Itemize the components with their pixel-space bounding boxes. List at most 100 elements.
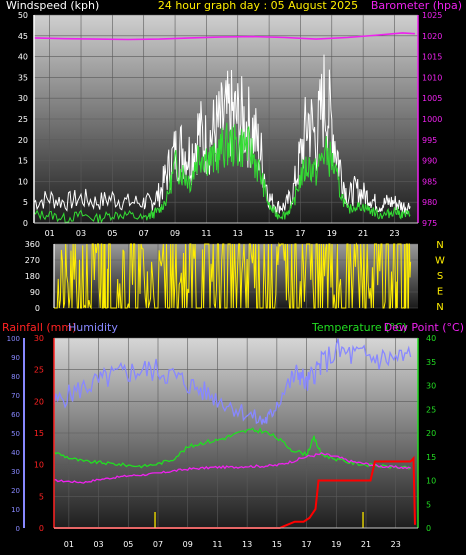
x-tick-label: 19	[327, 229, 337, 238]
y-temp-tick-label: 40	[426, 334, 436, 343]
y-right-tick-label: 1015	[422, 53, 442, 62]
y-right-tick-label: 1010	[422, 73, 442, 82]
x-tick-label: 15	[272, 540, 282, 549]
y-rain-tick-label: 15	[34, 429, 44, 438]
y-temp-tick-label: 35	[426, 358, 436, 367]
series-temperature	[53, 427, 411, 470]
x-tick-label: 09	[183, 540, 193, 549]
y-dir-tick-label: 360	[25, 240, 40, 249]
series-windspeed	[33, 122, 411, 224]
series-rainfall	[54, 455, 416, 529]
compass-label: N	[436, 240, 443, 251]
y-dir-tick-label: 90	[30, 288, 40, 297]
compass-label: E	[437, 287, 443, 298]
rainfall-axis-title: Rainfall (mm)	[2, 321, 76, 334]
wind-series	[33, 32, 415, 224]
y-temp-tick-label: 20	[426, 429, 436, 438]
y-left-tick-label: 45	[18, 32, 28, 41]
y-rain-tick-label: 5	[39, 492, 44, 501]
y-humidity-tick-label: 80	[11, 373, 20, 381]
y-right-tick-label: 1000	[422, 115, 442, 124]
y-dir-tick-label: 0	[35, 304, 40, 313]
y-right-tick-label: 975	[422, 219, 437, 228]
y-left-tick-label: 30	[18, 94, 28, 103]
y-temp-tick-label: 30	[426, 382, 436, 391]
y-left-tick-label: 40	[18, 53, 28, 62]
x-tick-label: 01	[45, 229, 55, 238]
y-temp-tick-label: 0	[426, 524, 431, 533]
y-left-tick-label: 50	[18, 11, 28, 20]
x-tick-label: 21	[358, 229, 368, 238]
y-rain-tick-label: 10	[34, 461, 44, 470]
x-tick-label: 15	[264, 229, 274, 238]
series-wind-direction	[54, 242, 412, 310]
y-humidity-tick-label: 30	[11, 468, 20, 476]
y-right-tick-label: 990	[422, 157, 437, 166]
wind-axes: 0510152025303540455097598098599099510001…	[18, 11, 443, 238]
y-temp-tick-label: 25	[426, 405, 436, 414]
y-temp-tick-label: 5	[426, 500, 431, 509]
x-tick-label: 01	[64, 540, 74, 549]
weather-axes: 0510152025300102030405060708090100051015…	[7, 334, 437, 549]
humidity-axis-title: Humidity	[68, 321, 118, 334]
x-tick-label: 21	[361, 540, 371, 549]
temperature-axis-title: Temperature (°C)	[311, 321, 407, 334]
y-right-tick-label: 1020	[422, 32, 442, 41]
y-rain-tick-label: 20	[34, 397, 44, 406]
y-dir-tick-label: 270	[25, 256, 40, 265]
y-right-tick-label: 1005	[422, 94, 442, 103]
y-right-tick-label: 985	[422, 177, 437, 186]
x-tick-label: 07	[139, 229, 149, 238]
y-temp-tick-label: 10	[426, 477, 436, 486]
x-tick-label: 11	[201, 229, 211, 238]
y-left-tick-label: 5	[23, 198, 28, 207]
y-humidity-tick-label: 50	[11, 430, 20, 438]
y-left-tick-label: 20	[18, 136, 28, 145]
y-right-tick-label: 995	[422, 136, 437, 145]
y-left-tick-label: 35	[18, 73, 28, 82]
x-tick-label: 23	[391, 540, 401, 549]
y-humidity-tick-label: 60	[11, 411, 20, 419]
series-barometer	[33, 32, 415, 41]
x-tick-label: 17	[301, 540, 311, 549]
series-humidity	[53, 338, 412, 425]
dewpoint-axis-title: Dew Point (°C)	[384, 321, 464, 334]
compass-label: W	[435, 256, 445, 267]
y-left-tick-label: 10	[18, 177, 28, 186]
y-left-tick-label: 25	[18, 115, 28, 124]
x-tick-label: 07	[153, 540, 163, 549]
x-tick-label: 05	[107, 229, 117, 238]
series-wind-gust	[33, 54, 411, 215]
y-dir-tick-label: 180	[25, 272, 40, 281]
y-rain-tick-label: 0	[39, 524, 44, 533]
y-right-tick-label: 980	[422, 198, 437, 207]
x-tick-label: 13	[233, 229, 243, 238]
x-tick-label: 23	[389, 229, 399, 238]
weather-grid	[54, 337, 418, 529]
y-humidity-tick-label: 0	[16, 525, 20, 533]
graph-title: 24 hour graph day : 05 August 2025	[158, 0, 358, 12]
x-tick-label: 03	[76, 229, 86, 238]
y-temp-tick-label: 15	[426, 453, 436, 462]
x-tick-label: 11	[212, 540, 222, 549]
x-tick-label: 17	[295, 229, 305, 238]
y-humidity-tick-label: 10	[11, 506, 20, 514]
x-tick-label: 03	[93, 540, 103, 549]
wind-axis-title: Windspeed (kph)	[6, 0, 99, 12]
baro-axis-title: Barometer (hpa)	[371, 0, 462, 12]
compass-label: S	[437, 271, 443, 282]
y-rain-tick-label: 25	[34, 366, 44, 375]
x-tick-label: 19	[331, 540, 341, 549]
x-tick-label: 09	[170, 229, 180, 238]
compass-label: N	[436, 302, 443, 313]
y-right-tick-label: 1025	[422, 11, 442, 20]
direction-series	[54, 242, 412, 310]
y-humidity-tick-label: 70	[11, 392, 20, 400]
x-tick-label: 05	[123, 540, 133, 549]
series-dewpoint	[54, 452, 411, 484]
y-humidity-tick-label: 90	[11, 354, 20, 362]
y-humidity-tick-label: 100	[7, 335, 20, 343]
